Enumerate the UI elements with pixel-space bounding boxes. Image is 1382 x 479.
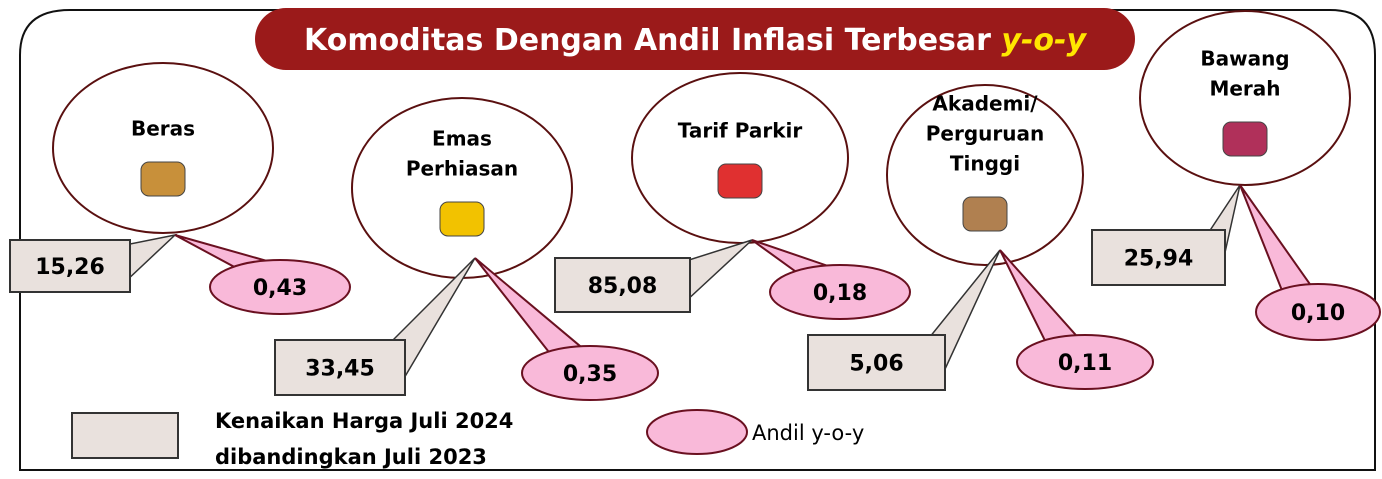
item-icon: [718, 164, 762, 198]
item-ellipse: [53, 63, 273, 233]
price-increase: 15,26: [35, 255, 105, 280]
item-name: Bawang: [1200, 47, 1289, 71]
legend-bubble: [647, 410, 747, 454]
legend-text: Kenaikan Harga Juli 2024: [215, 409, 513, 433]
contribution: 0,10: [1291, 301, 1345, 326]
legend-rect: [72, 413, 178, 458]
contribution: 0,43: [253, 276, 307, 301]
item-name: Perguruan: [926, 122, 1044, 146]
item-name: Tinggi: [950, 152, 1020, 176]
item-ellipse: [632, 73, 848, 243]
legend-text: dibandingkan Juli 2023: [215, 445, 487, 469]
item-name: Merah: [1209, 77, 1280, 101]
item-icon: [1223, 122, 1267, 156]
item-name: Beras: [131, 117, 195, 141]
price-increase: 33,45: [305, 357, 375, 382]
item-ellipse: [352, 98, 572, 278]
item-name: Perhiasan: [406, 157, 518, 181]
contribution: 0,35: [563, 362, 617, 387]
item-icon: [440, 202, 484, 236]
item-name: Emas: [432, 127, 492, 151]
contribution: 0,18: [813, 281, 867, 306]
title-highlight: y-o-y: [1001, 23, 1087, 58]
price-increase: 5,06: [849, 352, 903, 377]
item-icon: [141, 162, 185, 196]
price-increase: 85,08: [588, 274, 658, 299]
title: Komoditas Dengan Andil Inflasi Terbesar …: [304, 23, 1087, 58]
price-increase: 25,94: [1124, 247, 1194, 272]
item-name: Akademi/: [932, 92, 1038, 116]
title-main: Komoditas Dengan Andil Inflasi Terbesar: [304, 23, 991, 58]
item-name: Tarif Parkir: [678, 119, 803, 143]
infographic: Komoditas Dengan Andil Inflasi Terbesar …: [0, 0, 1382, 475]
contribution: 0,11: [1058, 351, 1112, 376]
legend-text: Andil y-o-y: [752, 421, 864, 445]
item-icon: [963, 197, 1007, 231]
